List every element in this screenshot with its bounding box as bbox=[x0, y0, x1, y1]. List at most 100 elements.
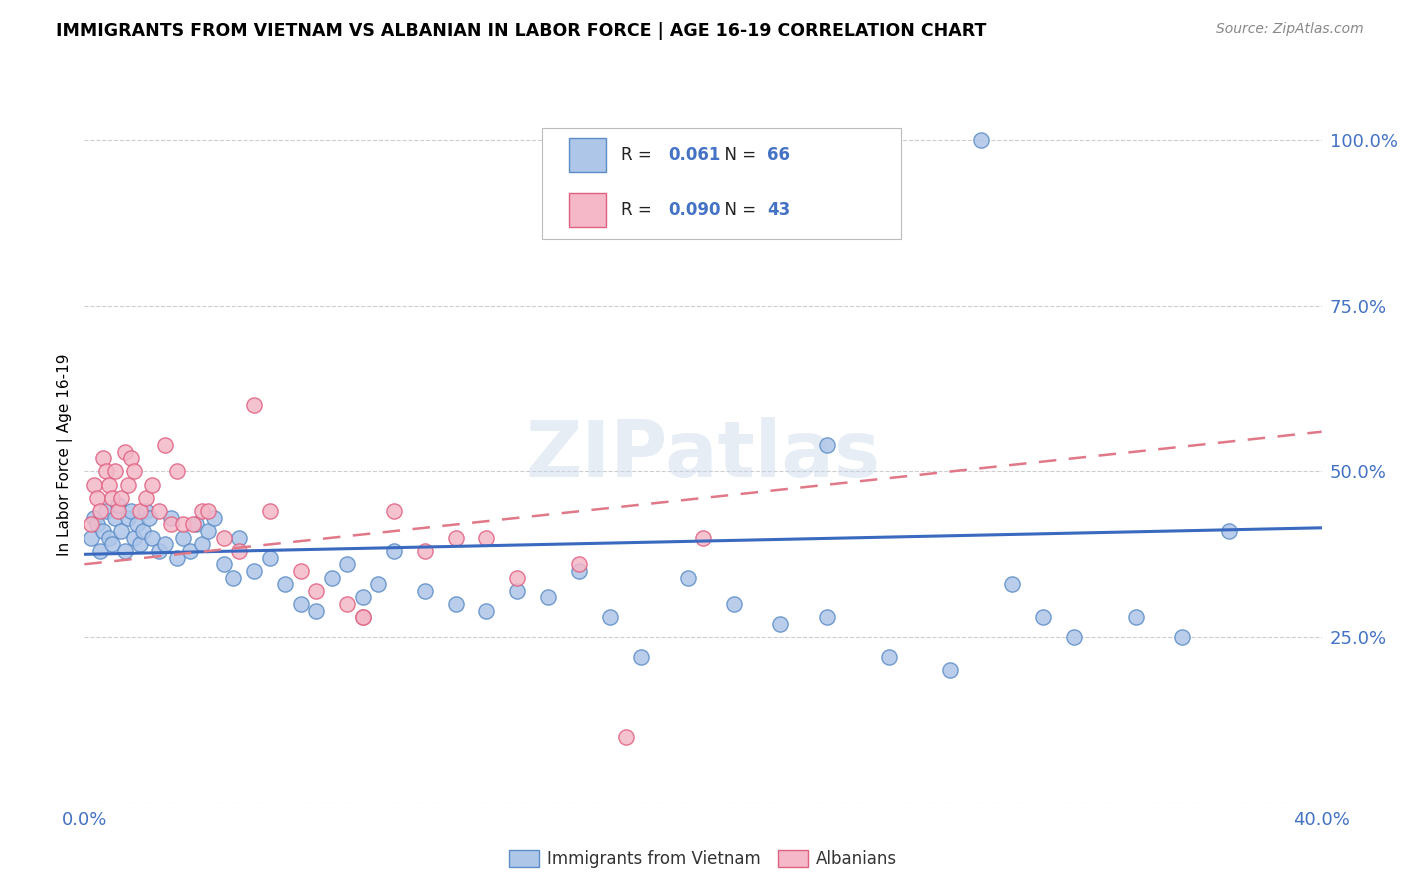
Point bbox=[614, 730, 637, 744]
Point bbox=[129, 504, 152, 518]
Point bbox=[197, 504, 219, 518]
Point bbox=[120, 504, 142, 518]
Point bbox=[104, 511, 127, 525]
Point bbox=[94, 504, 117, 518]
Point bbox=[98, 477, 121, 491]
Point bbox=[599, 610, 621, 624]
Point bbox=[114, 544, 136, 558]
Point bbox=[91, 524, 114, 538]
Point bbox=[475, 604, 498, 618]
Point bbox=[179, 544, 201, 558]
Point bbox=[1001, 577, 1024, 591]
Point bbox=[89, 504, 111, 518]
Point bbox=[1032, 610, 1054, 624]
Text: 43: 43 bbox=[768, 201, 790, 219]
Point bbox=[79, 517, 101, 532]
Text: IMMIGRANTS FROM VIETNAM VS ALBANIAN IN LABOR FORCE | AGE 16-19 CORRELATION CHART: IMMIGRANTS FROM VIETNAM VS ALBANIAN IN L… bbox=[56, 22, 987, 40]
Point bbox=[769, 616, 792, 631]
Point bbox=[160, 517, 183, 532]
Point bbox=[122, 531, 145, 545]
Point bbox=[101, 537, 124, 551]
Point bbox=[94, 465, 117, 479]
Point bbox=[444, 597, 467, 611]
Point bbox=[228, 544, 250, 558]
Point bbox=[568, 558, 591, 572]
Point bbox=[83, 477, 105, 491]
Point bbox=[970, 133, 993, 147]
Point bbox=[815, 438, 838, 452]
Point bbox=[107, 498, 129, 512]
Point bbox=[122, 465, 145, 479]
Point bbox=[352, 610, 374, 624]
Point bbox=[202, 511, 225, 525]
Point bbox=[274, 577, 297, 591]
Point bbox=[141, 531, 163, 545]
Point bbox=[723, 597, 745, 611]
Point bbox=[692, 531, 714, 545]
Point bbox=[110, 524, 132, 538]
Point bbox=[191, 537, 214, 551]
Y-axis label: In Labor Force | Age 16-19: In Labor Force | Age 16-19 bbox=[58, 353, 73, 557]
Text: N =: N = bbox=[714, 146, 762, 164]
Text: ZIPatlas: ZIPatlas bbox=[526, 417, 880, 493]
Point bbox=[153, 537, 176, 551]
Bar bbox=[569, 194, 606, 227]
Point bbox=[413, 544, 436, 558]
Point bbox=[1125, 610, 1147, 624]
Point bbox=[172, 531, 194, 545]
Point bbox=[91, 451, 114, 466]
Text: 66: 66 bbox=[768, 146, 790, 164]
Point bbox=[141, 477, 163, 491]
FancyBboxPatch shape bbox=[543, 128, 901, 239]
Point bbox=[413, 583, 436, 598]
Point bbox=[1063, 630, 1085, 644]
Point bbox=[877, 650, 900, 665]
Point bbox=[568, 564, 591, 578]
Point bbox=[1218, 524, 1240, 538]
Text: 0.090: 0.090 bbox=[668, 201, 721, 219]
Point bbox=[382, 544, 405, 558]
Point bbox=[120, 451, 142, 466]
Point bbox=[321, 570, 343, 584]
Point bbox=[153, 438, 176, 452]
Point bbox=[83, 511, 105, 525]
Point bbox=[815, 610, 838, 624]
Point bbox=[259, 550, 281, 565]
Point bbox=[537, 591, 560, 605]
Point bbox=[117, 511, 139, 525]
Point bbox=[290, 597, 312, 611]
Point bbox=[129, 537, 152, 551]
Point bbox=[212, 558, 235, 572]
Text: R =: R = bbox=[621, 146, 658, 164]
Point bbox=[117, 477, 139, 491]
Point bbox=[166, 465, 188, 479]
Point bbox=[506, 583, 529, 598]
Point bbox=[166, 550, 188, 565]
Point bbox=[184, 517, 207, 532]
Point bbox=[135, 491, 157, 505]
Point bbox=[148, 544, 170, 558]
Point bbox=[148, 504, 170, 518]
Point bbox=[352, 610, 374, 624]
Point bbox=[181, 517, 204, 532]
Point bbox=[305, 604, 328, 618]
Point bbox=[676, 570, 699, 584]
Point bbox=[228, 531, 250, 545]
Point bbox=[506, 570, 529, 584]
Text: Source: ZipAtlas.com: Source: ZipAtlas.com bbox=[1216, 22, 1364, 37]
Point bbox=[86, 517, 108, 532]
Point bbox=[382, 504, 405, 518]
Point bbox=[125, 517, 148, 532]
Point bbox=[259, 504, 281, 518]
Text: 0.061: 0.061 bbox=[668, 146, 721, 164]
Point bbox=[290, 564, 312, 578]
Point bbox=[132, 524, 155, 538]
Point bbox=[89, 544, 111, 558]
Point bbox=[939, 663, 962, 677]
Point bbox=[1171, 630, 1194, 644]
Point bbox=[367, 577, 389, 591]
Point bbox=[243, 398, 266, 412]
Point bbox=[172, 517, 194, 532]
Legend: Immigrants from Vietnam, Albanians: Immigrants from Vietnam, Albanians bbox=[502, 843, 904, 874]
Point bbox=[191, 504, 214, 518]
